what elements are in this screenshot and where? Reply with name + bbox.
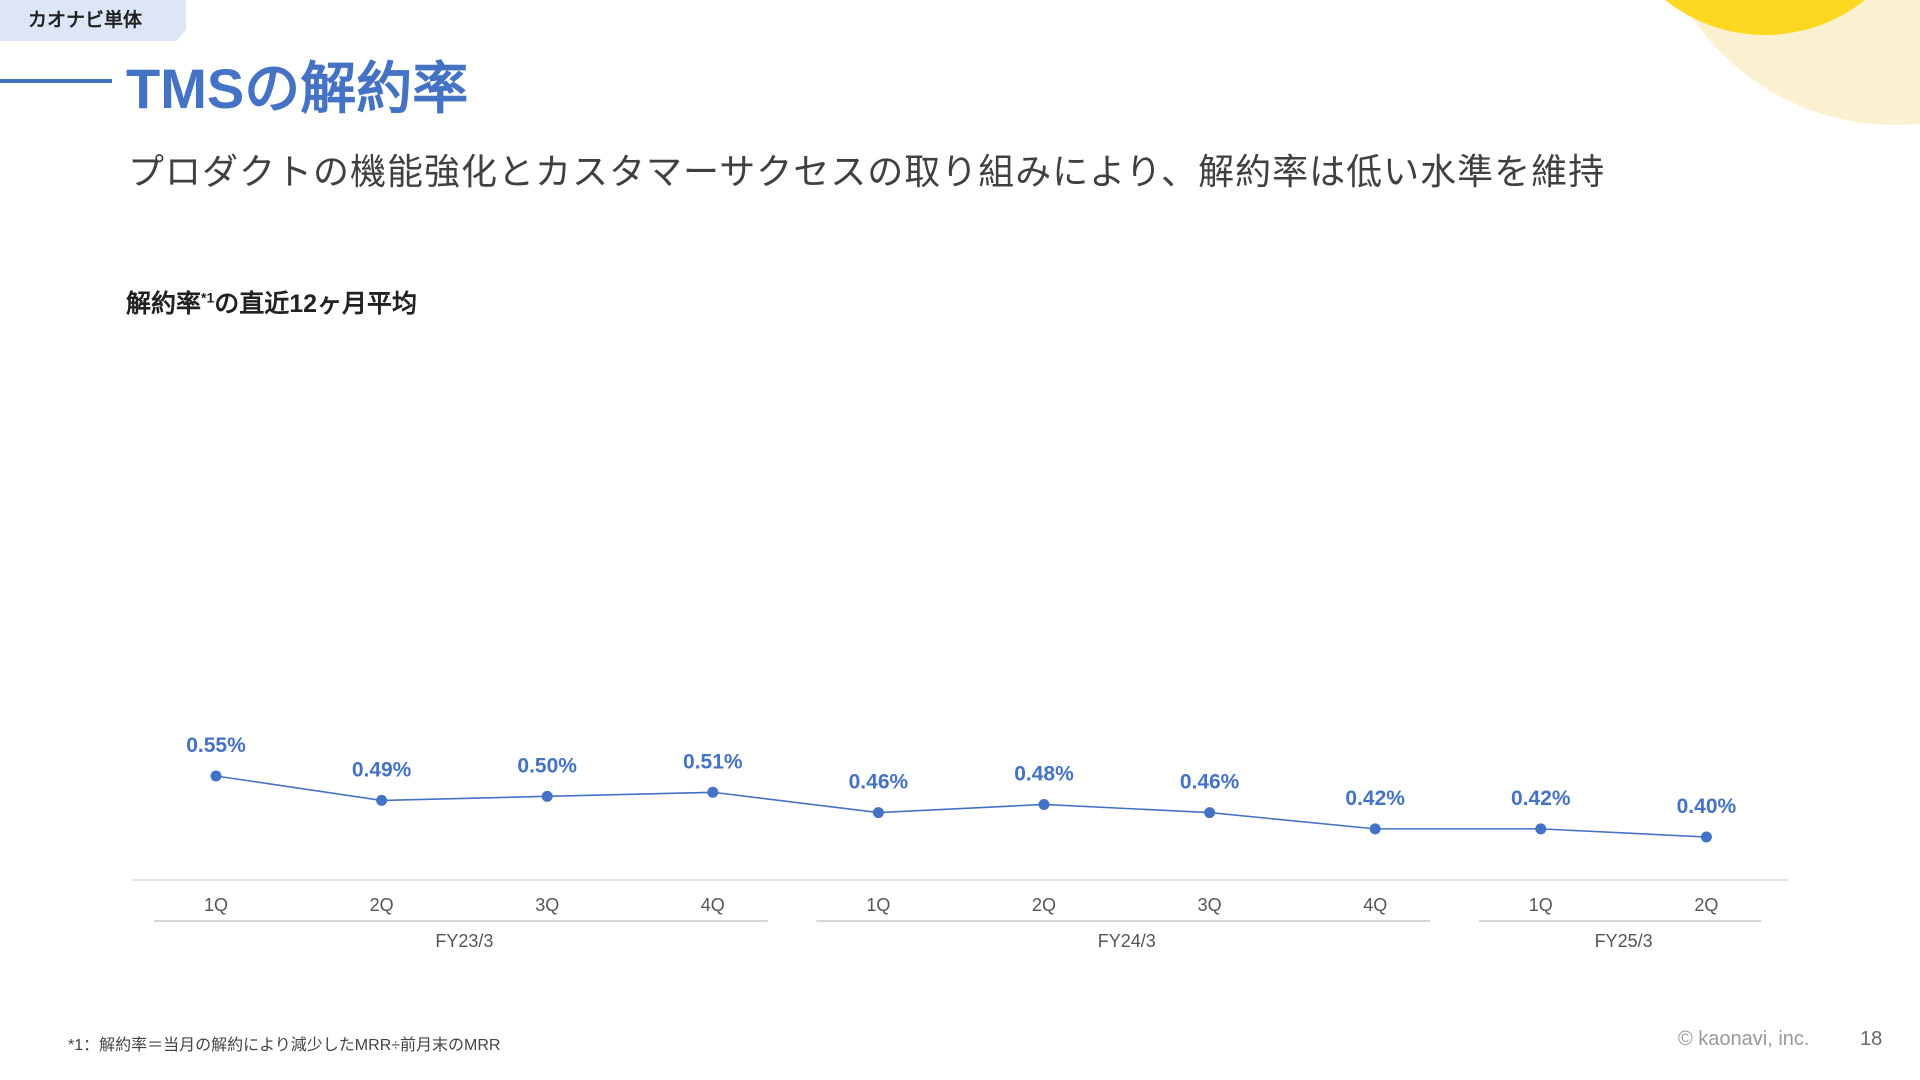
data-point: [1038, 798, 1050, 810]
data-label: 0.42%: [1511, 787, 1571, 810]
chart-title: 解約率*1の直近12ヶ月平均: [126, 284, 417, 320]
group-label: FY25/3: [1595, 931, 1653, 951]
data-label: 0.46%: [1180, 771, 1240, 794]
data-point: [1204, 807, 1216, 819]
page-title: TMSの解約率: [126, 57, 469, 120]
group-label: FY23/3: [435, 931, 493, 951]
x-tick-label: 1Q: [1529, 895, 1553, 915]
data-label: 0.49%: [352, 758, 412, 781]
x-tick-label: 3Q: [535, 895, 559, 915]
footnote: *1：解約率＝当月の解約により減少したMRR÷前月末のMRR: [68, 1037, 501, 1054]
data-point: [541, 790, 553, 802]
chart-title-prefix: 解約率: [126, 290, 202, 318]
data-label: 0.51%: [683, 750, 743, 773]
chart-title-footnote-mark: *1: [201, 289, 215, 306]
data-point: [872, 807, 884, 819]
data-label: 0.42%: [1345, 787, 1405, 810]
data-label: 0.46%: [849, 771, 909, 794]
data-point: [210, 770, 222, 782]
data-label: 0.50%: [517, 754, 577, 777]
page-number: 18: [1860, 1028, 1883, 1050]
chart-title-suffix: の直近12ヶ月平均: [214, 290, 418, 318]
data-point: [1369, 823, 1381, 835]
x-tick-label: 2Q: [370, 895, 394, 915]
title-accent-line: [0, 79, 112, 83]
series-line: [215, 775, 1707, 838]
x-tick-label: 3Q: [1198, 895, 1222, 915]
data-point: [1700, 831, 1712, 843]
data-label: 0.40%: [1677, 795, 1737, 818]
data-point: [376, 794, 388, 806]
data-point: [1535, 823, 1547, 835]
scope-tag: カオナビ単体: [0, 0, 186, 41]
data-label: 0.48%: [1014, 762, 1074, 785]
copyright: © kaonavi, inc.: [1678, 1028, 1810, 1050]
group-label: FY24/3: [1098, 931, 1156, 951]
x-tick-label: 1Q: [866, 895, 890, 915]
x-tick-label: 4Q: [701, 895, 725, 915]
data-point: [707, 786, 719, 798]
data-label: 0.55%: [186, 734, 246, 757]
x-tick-label: 2Q: [1694, 895, 1718, 915]
page-subtitle: プロダクトの機能強化とカスタマーサクセスの取り組みにより、解約率は低い水準を維持: [128, 151, 1606, 192]
decorative-circles: [1665, 0, 1920, 125]
x-tick-label: 1Q: [204, 895, 228, 915]
x-tick-label: 2Q: [1032, 895, 1056, 915]
x-tick-label: 4Q: [1363, 895, 1387, 915]
